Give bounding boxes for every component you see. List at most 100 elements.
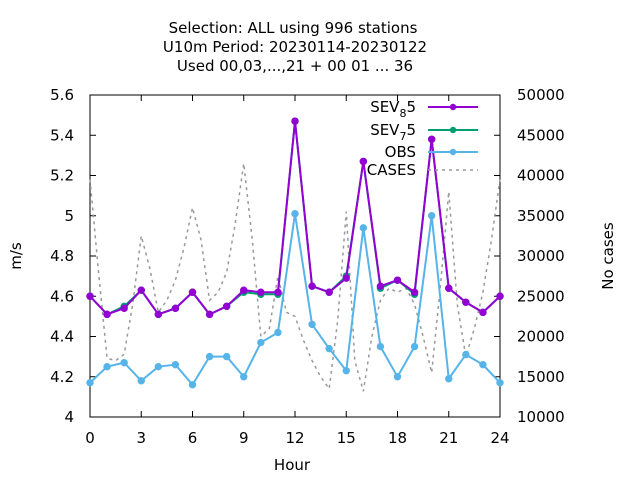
legend-label: SEV85 (370, 98, 416, 120)
x-axis-ticks: 0 3 6 9 12 15 18 21 24 (85, 95, 510, 447)
data-point (257, 338, 265, 347)
y2-axis-ticks: 10000 15000 20000 25000 30000 35000 40000 45000… (494, 86, 565, 426)
data-point (188, 288, 197, 296)
x-tick-label: 0 (85, 429, 95, 447)
data-point (359, 224, 368, 232)
y-axis-ticks: 4 4.2 4.4 4.6 4.8 5 5.2 5.4 5.6 (50, 86, 96, 426)
data-point (445, 375, 453, 383)
legend-marker-sample (449, 148, 457, 156)
data-point (325, 344, 333, 353)
data-point (393, 373, 402, 381)
data-point (410, 342, 419, 351)
data-point (120, 358, 128, 367)
data-point (445, 284, 453, 292)
data-point (103, 310, 111, 319)
data-point (291, 210, 299, 218)
x-axis-label: Hour (274, 456, 311, 474)
data-point (410, 288, 419, 296)
legend-marker-sample (449, 126, 457, 134)
legend-label-subscript: 8 (399, 107, 406, 120)
data-point (342, 274, 350, 282)
legend-label-tail: 5 (406, 121, 416, 139)
y-axis-label: m/s (7, 242, 25, 270)
y-tick-label: 4.4 (50, 328, 74, 346)
legend-entry: OBS (385, 143, 478, 161)
y2-tick-label: 40000 (517, 167, 565, 185)
data-point (154, 310, 163, 319)
chart-title: Selection: ALL using 996 stations U10m P… (163, 19, 427, 75)
x-tick-label: 9 (239, 429, 249, 447)
data-point (359, 157, 368, 166)
data-point (274, 288, 282, 296)
legend-label-subscript: 7 (399, 130, 406, 143)
legend-label: OBS (385, 143, 416, 161)
data-point (427, 135, 436, 143)
y-tick-label: 4.8 (50, 247, 74, 265)
y-tick-label: 5 (64, 207, 74, 225)
data-point (325, 288, 333, 296)
data-point (291, 117, 299, 125)
legend-label-main: SEV (370, 98, 400, 116)
legend-entry: CASES (367, 161, 478, 179)
data-point (86, 292, 94, 300)
x-tick-label: 24 (490, 429, 509, 447)
data-point (496, 379, 504, 387)
legend-label-main: SEV (370, 121, 400, 139)
data-point (120, 304, 128, 313)
data-point (103, 362, 111, 371)
data-point (427, 212, 436, 220)
y2-tick-label: 35000 (517, 207, 565, 225)
data-point (496, 292, 504, 300)
data-point (171, 360, 180, 369)
data-point (240, 373, 248, 381)
data-point (222, 352, 231, 361)
x-tick-label: 6 (188, 429, 198, 447)
data-point (479, 360, 487, 369)
data-point (188, 381, 197, 389)
chart-title-line-2: U10m Period: 20230114-20230122 (163, 38, 427, 56)
data-point (137, 286, 145, 294)
series-line-cases (89, 163, 501, 392)
data-point (376, 282, 385, 290)
legend-marker-sample (449, 103, 457, 111)
y-tick-label: 5.6 (50, 86, 74, 104)
legend-entry: SEV75 (370, 121, 478, 143)
data-point (86, 379, 94, 387)
data-point (222, 302, 231, 311)
data-point (479, 308, 487, 317)
chart-title-line-1: Selection: ALL using 996 stations (169, 19, 418, 37)
data-point (462, 350, 470, 359)
data-point (205, 310, 214, 319)
x-tick-label: 12 (285, 429, 304, 447)
x-tick-label: 3 (136, 429, 146, 447)
data-point (376, 342, 385, 351)
y2-tick-label: 25000 (517, 287, 565, 305)
data-point (257, 288, 265, 296)
chart-title-line-3: Used 00,03,...,21 + 00 01 ... 36 (177, 57, 413, 75)
series-layer (86, 117, 504, 392)
data-point (462, 298, 470, 306)
data-point (393, 276, 402, 284)
data-point (240, 286, 248, 294)
y-tick-label: 5.4 (50, 126, 74, 144)
y-tick-label: 5.2 (50, 167, 74, 185)
x-tick-label: 15 (337, 429, 356, 447)
legend-label: CASES (367, 161, 416, 179)
y-tick-label: 4.2 (50, 368, 74, 386)
y2-tick-label: 50000 (517, 86, 565, 104)
y2-axis-label: No cases (599, 222, 617, 290)
y2-tick-label: 10000 (517, 408, 565, 426)
y2-tick-label: 45000 (517, 126, 565, 144)
x-tick-label: 21 (439, 429, 458, 447)
legend-label-main: CASES (367, 161, 416, 179)
legend-entry: SEV85 (370, 98, 478, 120)
data-point (137, 377, 145, 385)
data-point (308, 320, 316, 329)
x-tick-label: 18 (388, 429, 407, 447)
data-point (205, 352, 214, 361)
legend-label: SEV75 (370, 121, 416, 143)
y2-tick-label: 30000 (517, 247, 565, 265)
y2-tick-label: 15000 (517, 368, 565, 386)
